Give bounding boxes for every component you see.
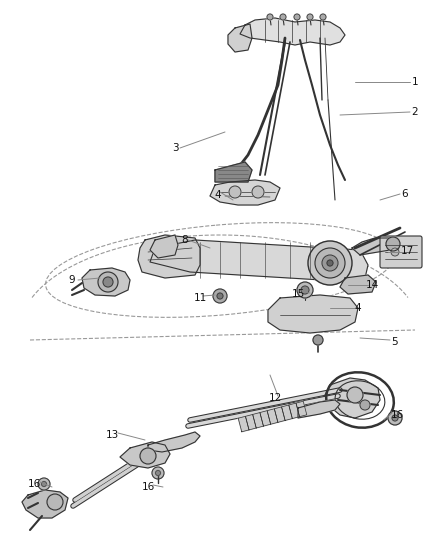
Circle shape (38, 478, 50, 490)
Circle shape (155, 471, 160, 475)
Polygon shape (120, 442, 170, 468)
Text: 12: 12 (268, 393, 282, 403)
Polygon shape (245, 415, 256, 430)
Text: 8: 8 (182, 235, 188, 245)
Polygon shape (267, 409, 278, 424)
Circle shape (386, 237, 400, 251)
Text: 4: 4 (215, 190, 221, 200)
Polygon shape (340, 275, 376, 294)
Polygon shape (82, 268, 130, 296)
Circle shape (360, 400, 370, 410)
Text: 16: 16 (27, 479, 41, 489)
Text: 3: 3 (172, 143, 178, 153)
Text: 15: 15 (291, 289, 304, 299)
Polygon shape (210, 180, 280, 205)
Circle shape (280, 14, 286, 20)
Text: 6: 6 (402, 189, 408, 199)
Circle shape (391, 248, 399, 256)
Circle shape (42, 481, 46, 487)
Circle shape (388, 411, 402, 425)
Polygon shape (240, 18, 345, 45)
Polygon shape (148, 432, 200, 452)
Circle shape (47, 494, 63, 510)
Polygon shape (138, 235, 200, 278)
Polygon shape (325, 378, 380, 418)
Polygon shape (238, 416, 249, 432)
Circle shape (313, 335, 323, 345)
Polygon shape (150, 240, 368, 282)
Circle shape (213, 289, 227, 303)
Text: 1: 1 (412, 77, 418, 87)
Polygon shape (215, 162, 252, 182)
Polygon shape (274, 407, 285, 422)
Circle shape (267, 14, 273, 20)
Polygon shape (22, 490, 68, 518)
Polygon shape (268, 295, 358, 333)
Text: 17: 17 (400, 246, 413, 256)
Text: 2: 2 (412, 107, 418, 117)
Circle shape (301, 286, 309, 294)
Circle shape (307, 14, 313, 20)
Circle shape (320, 14, 326, 20)
Circle shape (152, 467, 164, 479)
Circle shape (347, 387, 363, 403)
Text: 11: 11 (193, 293, 207, 303)
Polygon shape (289, 403, 300, 418)
FancyBboxPatch shape (380, 236, 422, 268)
Circle shape (322, 255, 338, 271)
Circle shape (229, 186, 241, 198)
Circle shape (252, 186, 264, 198)
Polygon shape (253, 413, 263, 428)
Circle shape (217, 293, 223, 299)
Polygon shape (352, 238, 395, 255)
Text: 13: 13 (106, 430, 119, 440)
Polygon shape (282, 405, 292, 421)
Polygon shape (260, 410, 271, 426)
Text: 5: 5 (392, 337, 398, 347)
Circle shape (308, 241, 352, 285)
Text: 16: 16 (141, 482, 155, 492)
Circle shape (103, 277, 113, 287)
Polygon shape (150, 235, 178, 258)
Polygon shape (228, 24, 252, 52)
Text: 16: 16 (390, 410, 404, 420)
Text: 4: 4 (355, 303, 361, 313)
Text: 9: 9 (69, 275, 75, 285)
Circle shape (392, 415, 398, 421)
Circle shape (297, 282, 313, 298)
Polygon shape (296, 401, 307, 417)
Text: 14: 14 (365, 280, 378, 290)
Circle shape (327, 260, 333, 266)
Circle shape (98, 272, 118, 292)
Circle shape (294, 14, 300, 20)
Polygon shape (298, 400, 340, 418)
Circle shape (140, 448, 156, 464)
Circle shape (315, 248, 345, 278)
